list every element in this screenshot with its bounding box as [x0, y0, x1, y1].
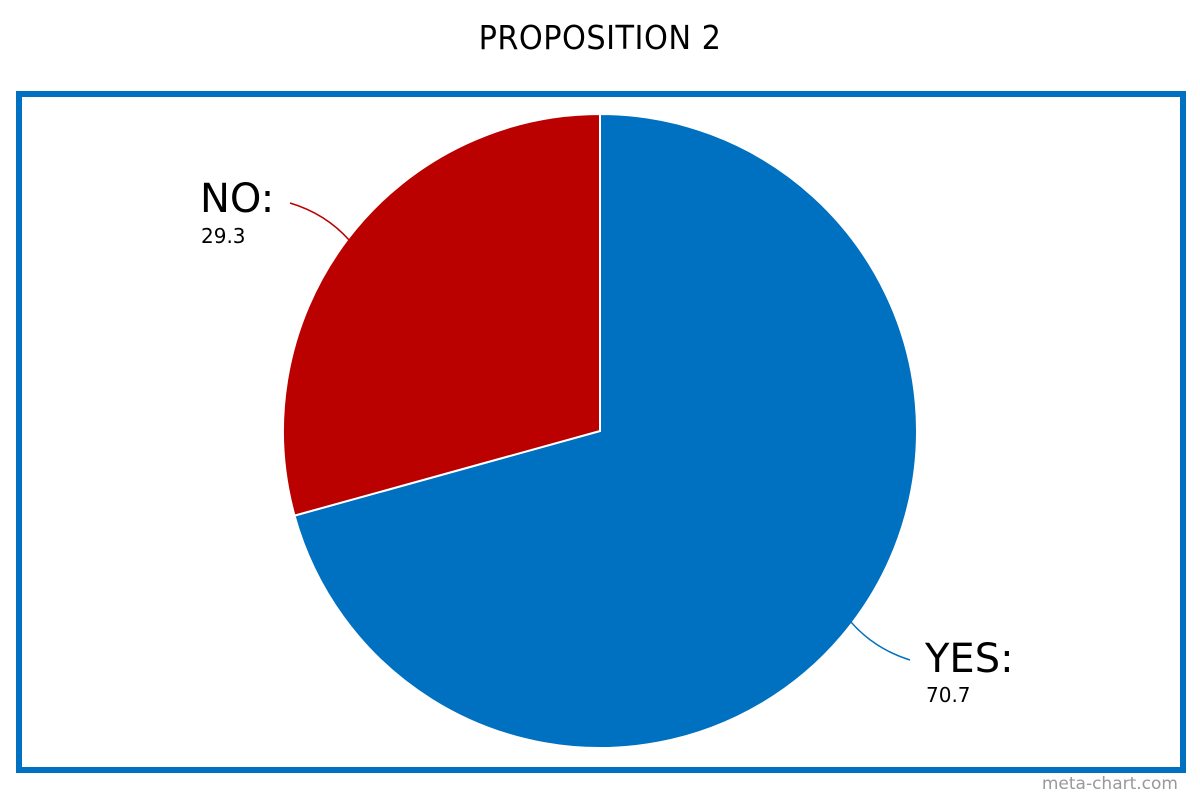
- slice-value-label: 29.3: [201, 224, 246, 248]
- slice-value-label: 70.7: [926, 683, 971, 707]
- slice-label: YES:: [924, 636, 1014, 682]
- watermark: meta-chart.com: [1041, 774, 1178, 794]
- pie-labels: YES:70.7 NO:29.3: [200, 176, 1014, 707]
- leader-line-no: [289, 202, 350, 241]
- slice-label: NO:: [200, 176, 274, 222]
- chart-frame: [16, 91, 1186, 773]
- chart-title: PROPOSITION 2: [478, 18, 722, 57]
- leader-line-yes: [850, 621, 911, 661]
- pie-slices: [282, 112, 918, 749]
- pie-leader-lines: [289, 202, 911, 661]
